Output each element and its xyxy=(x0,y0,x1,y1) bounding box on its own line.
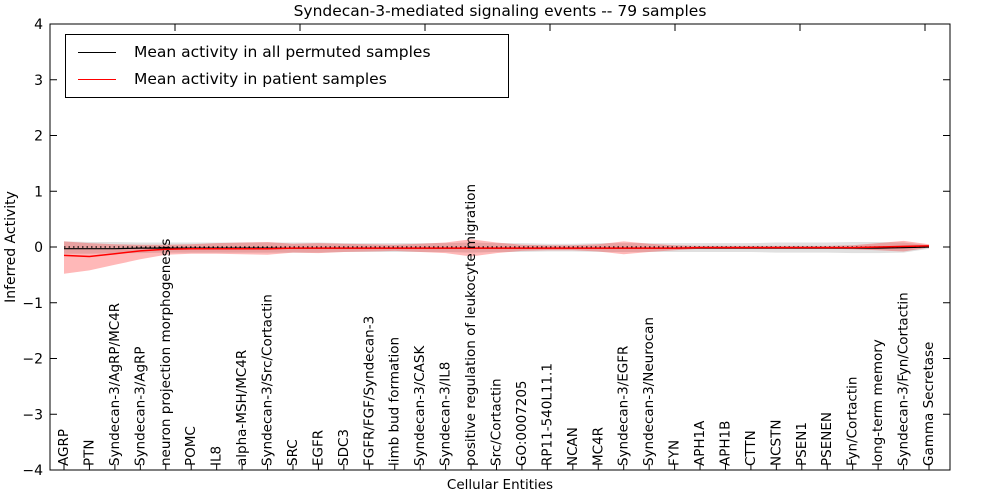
y-tick-label: −1 xyxy=(22,296,43,312)
x-category-label: CTTN xyxy=(743,430,759,466)
x-category-label: Src/Cortactin xyxy=(489,378,505,466)
x-category-label: Syndecan-3/AgRP/MC4R xyxy=(107,303,123,466)
y-tick-label: 2 xyxy=(34,129,43,145)
x-axis-label: Cellular Entities xyxy=(446,477,554,493)
x-category-label: Syndecan-3/IL8 xyxy=(438,362,454,466)
x-category-label: APH1A xyxy=(692,420,708,466)
x-category-label: Syndecan-3/Fyn/Cortactin xyxy=(896,292,912,466)
x-category-label: POMC xyxy=(183,426,199,466)
x-category-label: SRC xyxy=(285,439,301,466)
x-category-label: long-term memory xyxy=(870,339,886,466)
x-category-label: PSENEN xyxy=(819,412,835,466)
x-category-label: AGRP xyxy=(56,429,72,466)
x-category-label: FYN xyxy=(667,440,683,466)
x-category-label: GO:0007205 xyxy=(514,380,530,466)
x-category-label: IL8 xyxy=(209,446,225,466)
x-category-label: Syndecan-3/Neurocan xyxy=(641,317,657,466)
permuted-line-swatch xyxy=(78,51,116,53)
legend: Mean activity in all permuted samples Me… xyxy=(65,34,509,98)
legend-item-permuted: Mean activity in all permuted samples xyxy=(66,42,508,61)
x-category-label: Syndecan-3/AgRP xyxy=(132,346,148,466)
x-category-label: NCAN xyxy=(565,427,581,466)
patient-line-swatch xyxy=(78,78,116,80)
y-tick-label: −3 xyxy=(22,407,43,423)
x-category-label: alpha-MSH/MC4R xyxy=(234,350,250,466)
y-tick-label: −4 xyxy=(22,463,43,479)
legend-label: Mean activity in all permuted samples xyxy=(134,42,431,61)
x-category-label: FGFR/FGF/Syndecan-3 xyxy=(361,316,377,466)
x-category-label: MC4R xyxy=(590,427,606,466)
y-axis-label: Inferred Activity xyxy=(3,191,19,303)
y-tick-label: 0 xyxy=(34,240,43,256)
x-category-label: Syndecan-3/Src/Cortactin xyxy=(260,294,276,466)
x-category-label: NCSTN xyxy=(768,420,784,466)
x-category-label: Gamma Secretase xyxy=(921,342,937,466)
x-category-label: EGFR xyxy=(310,430,326,466)
x-category-label: Fyn/Cortactin xyxy=(845,377,861,466)
legend-label: Mean activity in patient samples xyxy=(134,69,387,88)
x-category-label: RP11-540L11.1 xyxy=(539,363,555,466)
y-tick-label: 3 xyxy=(34,73,43,89)
x-category-label: limb bud formation xyxy=(387,337,403,466)
x-category-label: PSEN1 xyxy=(794,422,810,466)
x-category-label: SDC3 xyxy=(336,429,352,466)
y-tick-label: −2 xyxy=(22,352,43,368)
x-category-label: Syndecan-3/CASK xyxy=(412,345,428,466)
patient-mean-line xyxy=(63,245,930,258)
x-category-label: APH1B xyxy=(718,421,734,466)
x-category-label: PTN xyxy=(81,440,97,467)
chart-title: Syndecan-3-mediated signaling events -- … xyxy=(293,2,707,20)
x-category-label: positive regulation of leukocyte migrati… xyxy=(463,184,479,466)
y-tick-label: 4 xyxy=(34,17,43,33)
y-tick-label: 1 xyxy=(34,184,43,200)
x-category-label: neuron projection morphogenesis xyxy=(158,239,174,466)
x-category-label: Syndecan-3/EGFR xyxy=(616,346,632,466)
legend-item-patient: Mean activity in patient samples xyxy=(66,69,508,88)
